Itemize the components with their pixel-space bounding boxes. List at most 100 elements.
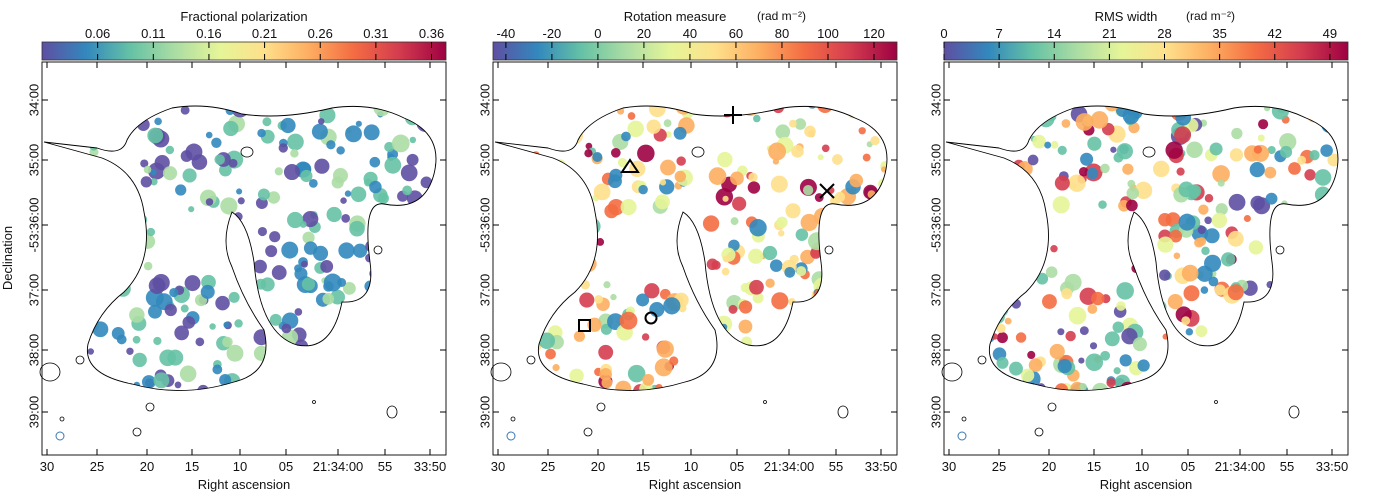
map-pixel [280, 117, 296, 134]
map-pixel [1137, 359, 1150, 372]
map-pixel [1227, 230, 1244, 247]
x-tick-label: 05 [1181, 459, 1195, 474]
map-pixel [731, 362, 740, 370]
map-pixel [641, 333, 650, 341]
emission [978, 106, 1338, 391]
map-pixel [535, 265, 546, 276]
y-tick-label: 35:00 [929, 144, 944, 177]
map-pixel [753, 114, 761, 123]
map-pixel [1054, 175, 1070, 191]
map-pixel [534, 106, 550, 121]
map-pixel [257, 226, 268, 237]
map-pixel [140, 159, 149, 168]
map-pixel [674, 170, 687, 183]
map-pixel [349, 220, 365, 237]
map-pixel [180, 106, 190, 115]
map-pixel [1176, 167, 1185, 176]
map-pixel [1086, 167, 1099, 180]
map-pixel [1265, 192, 1278, 205]
map-pixel [982, 191, 998, 207]
y-tick-label: 39:00 [929, 396, 944, 429]
contour [240, 146, 254, 158]
map-pixel [273, 371, 282, 380]
map-pixel [817, 106, 834, 113]
map-pixel [1204, 194, 1214, 203]
map-pixel [105, 123, 120, 137]
marker-circle [644, 311, 658, 325]
x-tick-label: 30 [491, 459, 505, 474]
map-pixel [1127, 179, 1136, 188]
map-pixel [143, 165, 152, 174]
map-pixel [981, 155, 999, 173]
map-pixel [1227, 284, 1244, 301]
map-pixel [575, 235, 589, 248]
map-pixel [1304, 169, 1316, 181]
map-pixel [100, 164, 108, 173]
map-pixel [845, 263, 853, 271]
map-pixel [987, 384, 1001, 391]
emission [527, 106, 887, 391]
map-pixel [1299, 283, 1314, 298]
map-pixel [545, 348, 556, 360]
map-pixel [1204, 216, 1212, 225]
x-tick-label: 21:34:00 [313, 459, 364, 474]
map-pixel [594, 295, 603, 304]
x-tick-label: 30 [40, 459, 54, 474]
colorbar-tick-label: 0.26 [308, 26, 333, 41]
map-pixel [200, 284, 215, 299]
map-pixel [770, 175, 788, 193]
map-pixel [1181, 316, 1191, 326]
map-pixel [1320, 144, 1333, 157]
map-pixel [332, 168, 349, 184]
map-pixel [610, 293, 617, 301]
y-tick-label: 34:00 [929, 84, 944, 117]
map-pixel [1032, 134, 1046, 149]
map-pixel [126, 347, 134, 355]
map-pixel [209, 323, 216, 330]
map-pixel [1197, 237, 1207, 246]
map-pixel [1214, 284, 1226, 296]
map-pixel [785, 203, 801, 219]
map-pixel [659, 179, 667, 186]
y-tick-label: 38:00 [929, 334, 944, 367]
map-pixel [538, 332, 556, 350]
map-pixel [106, 218, 113, 225]
contour [43, 105, 437, 391]
map-pixel [1264, 166, 1277, 179]
map-pixel [986, 269, 1003, 287]
map-pixel [771, 292, 789, 310]
map-pixel [214, 154, 225, 165]
map-pixel [87, 258, 102, 273]
colorbar-tick-label: 0.21 [252, 26, 277, 41]
map-pixel [836, 237, 844, 244]
x-tick-label: 10 [233, 459, 247, 474]
contour [526, 355, 536, 365]
colorbar-label: Rotation measure [624, 9, 727, 24]
map-pixel [431, 286, 436, 294]
map-pixel [223, 321, 230, 328]
map-pixel [269, 231, 281, 243]
map-pixel [552, 378, 566, 391]
map-pixel [287, 379, 295, 386]
map-pixel [1090, 111, 1109, 129]
map-pixel [1089, 342, 1098, 350]
x-tick-label: 10 [1135, 459, 1149, 474]
map-pixel [1297, 155, 1307, 165]
map-pixel [140, 234, 156, 249]
map-pixel [111, 183, 127, 199]
map-pixel [874, 106, 887, 119]
y-tick-label: 34:00 [478, 84, 493, 117]
map-pixel [118, 276, 128, 286]
map-pixel [410, 99, 416, 105]
map-pixel [649, 301, 665, 318]
contour [312, 400, 316, 404]
map-pixel [233, 212, 243, 221]
map-pixel [1212, 165, 1230, 183]
colorbar [492, 41, 898, 61]
colorbar-tick-label: 35 [1212, 26, 1226, 41]
map-pixel [150, 178, 158, 186]
map-pixel [794, 118, 807, 130]
map-pixel [1152, 160, 1170, 178]
map-pixel [776, 216, 788, 229]
map-pixel [615, 380, 632, 391]
